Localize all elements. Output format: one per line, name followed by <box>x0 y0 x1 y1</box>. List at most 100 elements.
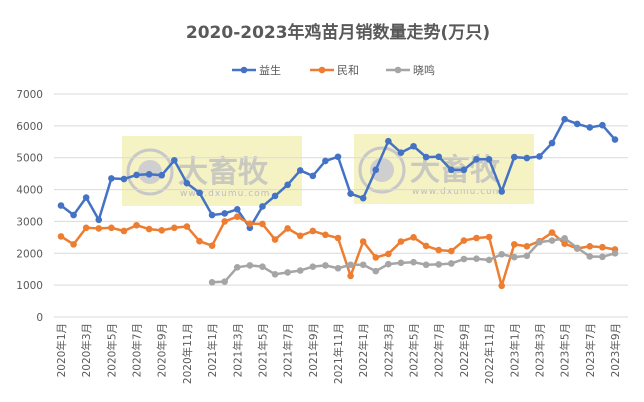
y-tick-label: 0 <box>36 312 43 324</box>
watermark-logo-icon <box>358 146 406 194</box>
data-point <box>422 242 430 250</box>
data-point <box>108 175 115 182</box>
y-tick-label: 3000 <box>16 216 43 228</box>
y-tick-label: 5000 <box>16 153 43 165</box>
x-tick-label: 2023年7月 <box>584 323 597 377</box>
data-point <box>510 153 518 161</box>
x-tick-label: 2023年5月 <box>559 323 572 377</box>
data-point <box>485 156 493 163</box>
data-point <box>322 157 329 165</box>
data-point <box>448 260 455 267</box>
data-point <box>145 225 153 233</box>
data-point <box>422 261 430 269</box>
data-point <box>196 237 203 245</box>
data-point <box>322 231 329 239</box>
data-point <box>183 179 191 187</box>
watermark-url: www.dxumu.com <box>412 187 502 197</box>
x-tick-label: 2020年3月 <box>80 323 93 377</box>
data-point <box>359 261 367 269</box>
data-point <box>359 194 367 202</box>
x-tick-label: 2022年5月 <box>408 323 421 377</box>
data-point <box>359 238 367 245</box>
data-point <box>246 220 254 227</box>
legend-label: 晓鸣 <box>413 63 435 77</box>
data-point <box>397 259 405 267</box>
y-tick-label: 4000 <box>16 185 43 197</box>
data-point <box>548 229 556 236</box>
data-point <box>82 224 90 232</box>
x-tick-label: 2021年9月 <box>307 323 320 377</box>
data-point <box>271 271 279 278</box>
data-point <box>171 224 178 232</box>
data-point <box>259 263 266 270</box>
data-point <box>284 225 291 232</box>
x-tick-label: 2021年11月 <box>332 323 345 384</box>
y-tick-label: 7000 <box>16 89 43 101</box>
data-point <box>397 238 405 245</box>
data-point <box>485 233 493 241</box>
data-point <box>485 256 493 264</box>
data-point <box>397 149 405 156</box>
x-tick-label: 2022年9月 <box>458 323 471 377</box>
data-point <box>82 194 90 201</box>
x-tick-label: 2022年3月 <box>382 323 395 377</box>
legend-label: 民和 <box>337 64 359 77</box>
data-point <box>145 170 153 178</box>
data-point <box>599 253 606 261</box>
data-point <box>70 241 77 248</box>
data-point <box>473 156 480 163</box>
series-民和 <box>57 213 619 290</box>
data-point <box>536 238 543 246</box>
watermark-url: www.dxumu.com <box>180 189 270 199</box>
data-point <box>284 269 291 276</box>
data-point <box>259 220 266 228</box>
data-point <box>611 249 619 257</box>
data-point <box>573 120 581 128</box>
data-point <box>422 153 430 161</box>
data-point <box>158 227 166 234</box>
data-point <box>296 167 304 174</box>
data-point <box>70 211 77 219</box>
series-group <box>57 115 619 290</box>
data-point <box>296 232 304 240</box>
data-point <box>460 255 468 263</box>
x-tick-label: 2022年11月 <box>483 323 496 384</box>
legend-label: 益生 <box>259 63 281 77</box>
data-point <box>221 210 228 217</box>
data-point <box>208 242 216 249</box>
data-point <box>385 260 392 268</box>
data-point <box>322 262 329 269</box>
data-point <box>133 171 140 179</box>
data-point <box>120 227 128 235</box>
data-point <box>183 223 191 230</box>
data-point <box>233 264 241 271</box>
data-point <box>334 234 342 242</box>
y-tick-label: 1000 <box>16 280 43 292</box>
data-point <box>233 213 241 220</box>
data-point <box>448 247 455 255</box>
data-point <box>498 250 505 258</box>
x-tick-label: 2021年7月 <box>282 323 295 377</box>
data-point <box>561 240 568 248</box>
data-point <box>410 234 417 241</box>
y-tick-label: 2000 <box>16 248 43 260</box>
x-axis: 2020年1月 2020年3月 2020年5月 2020年7月 2020年9月 2020年… <box>55 323 622 384</box>
data-point <box>372 166 380 174</box>
data-point <box>385 250 392 258</box>
legend: 益生 民和 晓鸣 <box>232 63 435 77</box>
data-point <box>510 241 518 248</box>
data-point <box>233 206 241 213</box>
data-point <box>271 192 279 200</box>
x-tick-label: 2023年3月 <box>533 323 546 377</box>
y-axis: 0 1000 2000 3000 4000 5000 6000 7000 <box>16 89 43 324</box>
data-point <box>435 261 443 268</box>
data-point <box>523 242 531 250</box>
data-point <box>548 139 556 147</box>
x-tick-label: 2020年5月 <box>105 323 118 377</box>
data-point <box>586 124 594 131</box>
data-point <box>372 267 380 275</box>
data-point <box>498 282 505 290</box>
data-point <box>347 261 354 269</box>
x-tick-label: 2022年7月 <box>433 323 446 377</box>
